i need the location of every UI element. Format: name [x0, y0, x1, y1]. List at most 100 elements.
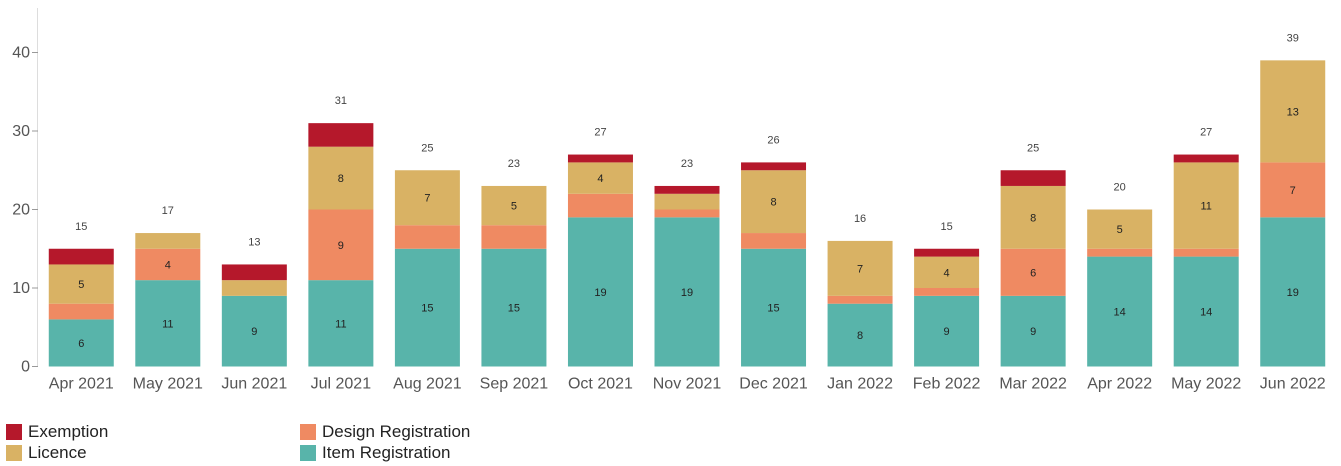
- y-tick-label: 20: [12, 202, 30, 219]
- segment-value-label: 6: [78, 338, 84, 350]
- bar-total-label: 39: [1287, 32, 1299, 44]
- bar-segment[interactable]: [481, 225, 547, 249]
- segment-value-label: 6: [1030, 267, 1036, 279]
- segment-value-label: 15: [767, 303, 779, 315]
- bar-segment[interactable]: [481, 185, 547, 226]
- bar-total-label: 27: [594, 127, 606, 139]
- bar-segment[interactable]: [221, 280, 287, 296]
- bar-segment[interactable]: [1087, 248, 1153, 257]
- segment-value-label: 5: [511, 201, 517, 213]
- bar-segment[interactable]: [654, 193, 720, 210]
- segment-value-label: 5: [1117, 224, 1123, 236]
- x-tick-label: May 2021: [133, 376, 203, 393]
- x-tick-label: Oct 2021: [568, 376, 633, 393]
- bar-segment[interactable]: [567, 193, 633, 218]
- legend-swatch-design-registration: [300, 424, 316, 440]
- bar-segment[interactable]: [135, 233, 201, 249]
- x-tick-label: Jul 2021: [311, 376, 372, 393]
- bar-segment[interactable]: [394, 170, 460, 226]
- segment-value-label: 14: [1114, 307, 1126, 319]
- bar-segment[interactable]: [741, 233, 807, 249]
- bar-segment[interactable]: [1173, 256, 1239, 367]
- segment-value-label: 19: [594, 287, 606, 299]
- bar-segment[interactable]: [654, 209, 720, 218]
- legend-item-licence[interactable]: Licence: [6, 443, 87, 463]
- bar-segment[interactable]: [48, 248, 114, 265]
- bar-segment[interactable]: [1173, 162, 1239, 249]
- segment-value-label: 9: [944, 326, 950, 338]
- bar-segment[interactable]: [1000, 248, 1066, 296]
- bar-segment[interactable]: [741, 170, 807, 234]
- bar-segment[interactable]: [567, 217, 633, 367]
- bar-segment[interactable]: [827, 295, 893, 304]
- bar-segment[interactable]: [394, 248, 460, 367]
- bar-total-label: 16: [854, 213, 866, 225]
- bar-segment[interactable]: [1173, 154, 1239, 163]
- bar-segment[interactable]: [481, 248, 547, 367]
- legend-item-item-registration[interactable]: Item Registration: [300, 443, 451, 463]
- segment-value-label: 7: [1290, 185, 1296, 197]
- bar-segment[interactable]: [1000, 185, 1066, 249]
- bar-segment[interactable]: [221, 295, 287, 367]
- bar-segment[interactable]: [914, 295, 980, 367]
- bar-segment[interactable]: [1087, 256, 1153, 367]
- bar-segment[interactable]: [308, 209, 374, 281]
- x-tick-label: Feb 2022: [913, 376, 981, 393]
- bar-segment[interactable]: [1173, 248, 1239, 257]
- segment-value-label: 11: [335, 318, 346, 330]
- y-tick-label: 40: [12, 45, 30, 62]
- y-tick-label: 0: [21, 359, 30, 376]
- bar-segment[interactable]: [1087, 209, 1153, 249]
- bar-segment[interactable]: [308, 146, 374, 210]
- segment-value-label: 14: [1200, 307, 1212, 319]
- bar-segment[interactable]: [827, 240, 893, 296]
- segment-value-label: 8: [338, 173, 344, 185]
- bar-total-label: 27: [1200, 127, 1212, 139]
- legend-item-design-registration[interactable]: Design Registration: [300, 422, 470, 442]
- legend-swatch-licence: [6, 445, 22, 461]
- segment-value-label: 5: [78, 279, 84, 291]
- segment-value-label: 9: [251, 326, 257, 338]
- bar-total-label: 31: [335, 95, 347, 107]
- legend-swatch-exemption: [6, 424, 22, 440]
- bar-segment[interactable]: [914, 248, 980, 257]
- bar-segment[interactable]: [308, 280, 374, 367]
- bar-segment[interactable]: [567, 162, 633, 194]
- legend-swatch-item-registration: [300, 445, 316, 461]
- x-tick-label: Mar 2022: [999, 376, 1067, 393]
- bar-segment[interactable]: [135, 248, 201, 281]
- bar-segment[interactable]: [914, 256, 980, 288]
- bar-segment[interactable]: [1260, 217, 1326, 367]
- bar-segment[interactable]: [1260, 60, 1326, 163]
- bar-segment[interactable]: [48, 319, 114, 367]
- bar-segment[interactable]: [1000, 295, 1066, 367]
- x-tick-label: Jan 2022: [827, 376, 893, 393]
- bar-segment[interactable]: [394, 225, 460, 249]
- legend-item-exemption[interactable]: Exemption: [6, 422, 108, 442]
- bar-segment[interactable]: [741, 162, 807, 171]
- legend-label-licence: Licence: [28, 443, 87, 462]
- x-tick-label: May 2022: [1171, 376, 1241, 393]
- bar-segment[interactable]: [48, 303, 114, 320]
- bar-segment[interactable]: [914, 288, 980, 296]
- bar-segment[interactable]: [135, 280, 201, 367]
- bar-segment[interactable]: [741, 248, 807, 367]
- segment-value-label: 19: [1287, 287, 1299, 299]
- bar-segment[interactable]: [221, 264, 287, 281]
- bar-segment[interactable]: [308, 123, 374, 147]
- stacked-bar-chart: 0 10 20 30 40 6 5 15 Apr 2021 11 4 17 May 2021 9 13 Jun…: [12, 8, 1326, 393]
- bar-segment[interactable]: [48, 264, 114, 304]
- bar-segment[interactable]: [827, 303, 893, 367]
- x-tick-label: Apr 2021: [49, 376, 114, 393]
- bar-total-label: 20: [1114, 182, 1126, 194]
- bar-segment[interactable]: [654, 217, 720, 367]
- bar-segment[interactable]: [1260, 162, 1326, 218]
- bar-total-label: 23: [681, 158, 693, 170]
- bar-segment[interactable]: [654, 185, 720, 194]
- bar-segment[interactable]: [567, 154, 633, 163]
- segment-value-label: 7: [857, 263, 863, 275]
- segment-value-label: 19: [681, 287, 693, 299]
- bar-segment[interactable]: [1000, 170, 1066, 186]
- x-tick-label: Dec 2021: [739, 376, 808, 393]
